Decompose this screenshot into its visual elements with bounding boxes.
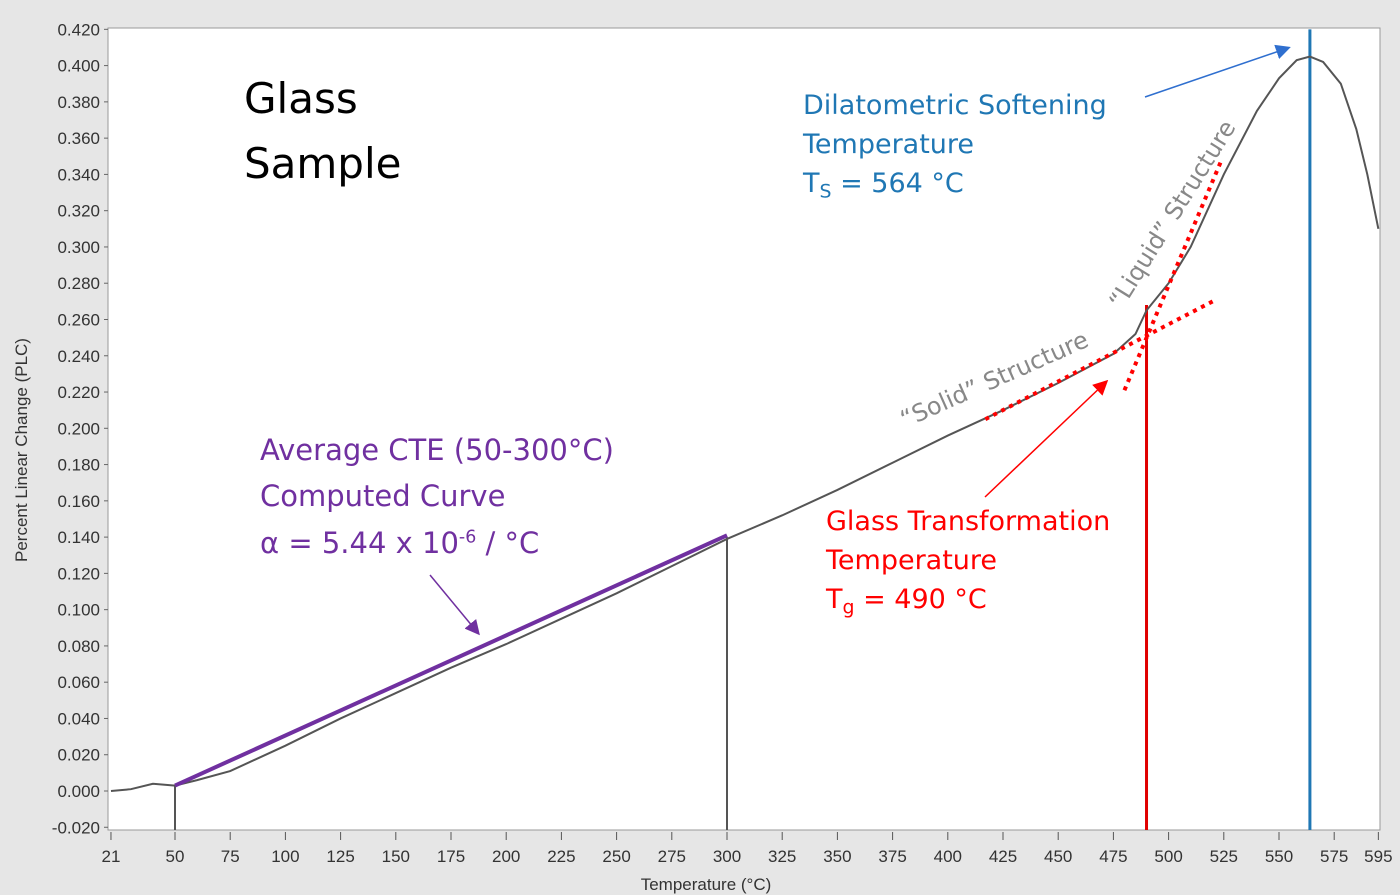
y-tick-label: 0.280 [57,274,100,293]
y-tick-label: 0.120 [57,564,100,583]
x-tick-label: 550 [1265,847,1293,866]
cte-unit: / °C [476,525,540,560]
x-tick-label: 400 [934,847,962,866]
x-tick-label: 475 [1099,847,1127,866]
x-tick-label: 595 [1364,847,1392,866]
y-tick-label: 0.200 [57,419,100,438]
cte-line2: Computed Curve [260,479,506,514]
softening-line3: TS = 564 °C [803,164,1107,206]
y-tick-label: 0.100 [57,601,100,620]
sample-title-line1: Glass [244,74,358,123]
x-tick-label: 175 [437,847,465,866]
y-axis-label: Percent Linear Change (PLC) [12,338,31,562]
x-tick-label: 500 [1154,847,1182,866]
x-tick-label: 325 [768,847,796,866]
x-tick-label: 21 [102,847,121,866]
x-tick-label: 350 [823,847,851,866]
series-line-0 [110,55,1380,792]
x-tick-label: 50 [166,847,185,866]
cte-line1: Average CTE (50-300°C) [260,433,614,467]
x-tick-label: 575 [1320,847,1348,866]
series-line-3 [1122,159,1224,391]
x-tick-label: 150 [382,847,410,866]
tg-symbol: T [826,584,843,616]
softening-line2: Temperature [803,129,975,161]
transformation-annotation: Glass Transformation Temperature Tg = 49… [826,502,1110,622]
y-tick-label: 0.300 [57,238,100,257]
y-tick-label: 0.380 [57,93,100,112]
y-tick-label: 0.140 [57,528,100,547]
tg-subscript: g [842,596,855,619]
cte-line3: α = 5.44 x 10-6 / °C [260,520,614,566]
series-line-2 [984,299,1214,422]
x-tick-label: 125 [326,847,354,866]
x-tick-label: 100 [271,847,299,866]
y-tick-label: 0.260 [57,310,100,329]
cte-arrow [429,574,480,636]
y-tick-label: 0.060 [57,673,100,692]
y-tick-label: 0.320 [57,202,100,221]
y-tick-label: 0.340 [57,165,100,184]
x-tick-label: 300 [713,847,741,866]
y-tick-label: 0.240 [57,347,100,366]
x-tick-label: 200 [492,847,520,866]
x-tick-label: 225 [547,847,575,866]
y-tick-label: 0.020 [57,746,100,765]
ts-value: = 564 °C [831,168,964,200]
y-tick-label: 0.180 [57,456,100,475]
x-tick-label: 375 [878,847,906,866]
x-axis-label: Temperature (°C) [641,875,772,894]
x-tick-label: 250 [602,847,630,866]
x-tick-label: 450 [1044,847,1072,866]
cte-annotation: Average CTE (50-300°C) Computed Curve α … [260,427,614,566]
sample-title-line2: Sample [244,139,402,189]
y-tick-label: 0.040 [57,709,100,728]
cte-exponent: -6 [458,527,477,548]
sample-title: Glass Sample [244,66,401,196]
ts-subscript: S [819,180,832,203]
x-tick-label: 525 [1210,847,1238,866]
ts-symbol: T [803,168,820,200]
tg-value: = 490 °C [854,584,987,616]
y-tick-label: 0.160 [57,492,100,511]
softening-annotation: Dilatometric Softening Temperature TS = … [803,86,1107,206]
y-tick-label: 0.360 [57,129,100,148]
transformation-line2: Temperature [826,545,998,577]
y-tick-label: -0.020 [52,818,100,837]
series-line-1 [174,533,728,788]
transformation-arrow [984,379,1109,498]
y-tick-label: 0.000 [57,782,100,801]
softening-arrow [1144,44,1291,98]
y-tick-label: 0.420 [57,20,100,39]
softening-line1: Dilatometric Softening [803,90,1107,121]
x-tick-label: 75 [221,847,240,866]
x-tick-label: 425 [989,847,1017,866]
x-tick-label: 275 [658,847,686,866]
y-tick-label: 0.400 [57,57,100,76]
y-tick-label: 0.080 [57,637,100,656]
plot-area [107,27,1381,831]
y-tick-label: 0.220 [57,383,100,402]
transformation-line3: Tg = 490 °C [826,580,1110,622]
transformation-line1: Glass Transformation [826,506,1111,537]
cte-alpha: α = 5.44 x 10 [260,525,459,560]
